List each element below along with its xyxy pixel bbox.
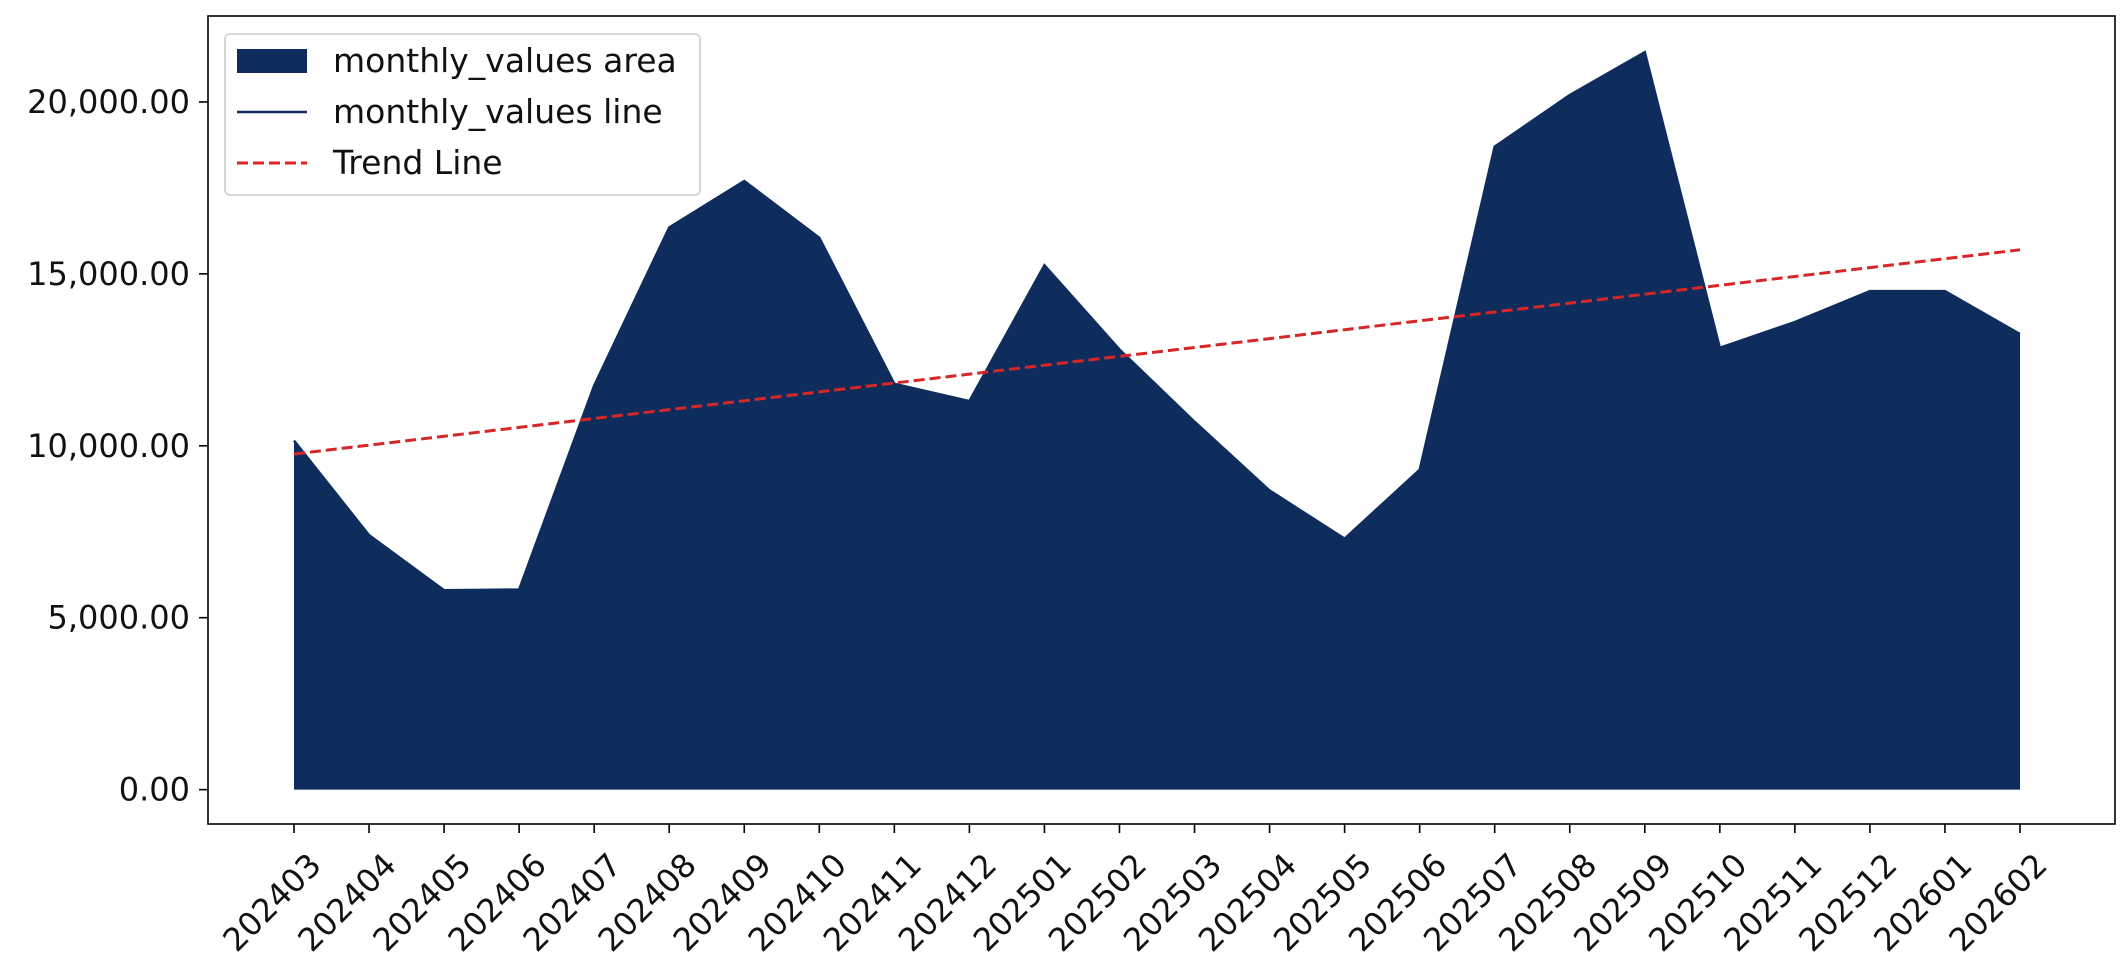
y-axis: 0.00 5,000.00 10,000.00 15,000.00 20,000.00	[27, 83, 208, 809]
legend-swatch-area	[237, 49, 307, 73]
legend-label: monthly_values area	[333, 41, 677, 80]
legend-box	[224, 33, 701, 196]
y-tick-label: 5,000.00	[48, 599, 191, 637]
legend-label: monthly_values line	[333, 92, 663, 131]
plot-area	[293, 50, 2021, 790]
legend-label: Trend Line	[332, 143, 503, 182]
y-tick-label: 10,000.00	[27, 427, 190, 465]
y-tick-label: 0.00	[119, 771, 190, 809]
area-fill-series-0	[294, 52, 2020, 790]
plot-frame	[207, 15, 2116, 825]
y-tick-label: 15,000.00	[27, 255, 190, 293]
x-axis: 2024032024042024052024062024072024082024…	[215, 824, 2055, 959]
legend: monthly_values area monthly_values line Tr…	[224, 33, 701, 196]
trend-line-2	[293, 248, 2021, 456]
y-tick-label: 20,000.00	[27, 83, 190, 121]
